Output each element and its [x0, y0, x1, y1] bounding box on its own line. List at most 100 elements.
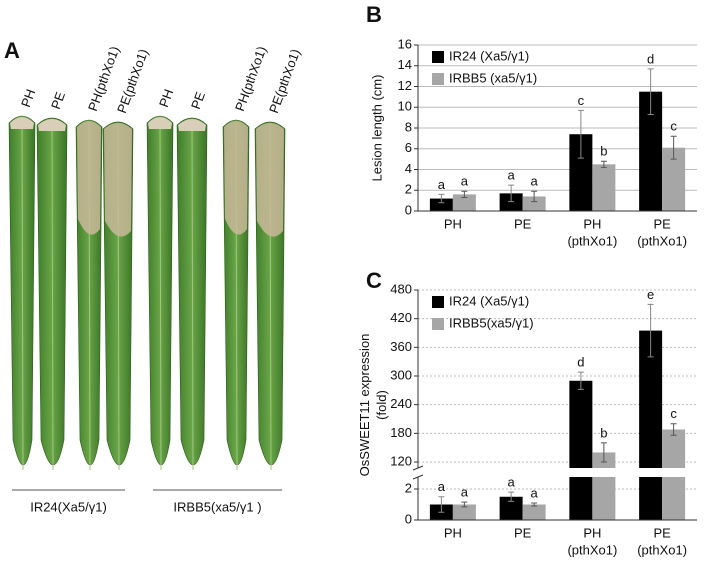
error-bar [508, 184, 515, 203]
leaf-label: PH [156, 87, 176, 109]
bar [592, 164, 616, 211]
tip [178, 119, 206, 131]
error-bar [531, 502, 538, 507]
leaf-photo [8, 115, 286, 471]
y-tick-label: 14 [398, 57, 412, 72]
significance-letter: d [577, 355, 584, 370]
bar [429, 198, 453, 211]
leaf-label: PE(pthXo1) [266, 47, 303, 115]
legend-label: IRBB5(xa5/γ1) [449, 315, 534, 330]
tip [10, 117, 34, 129]
error-bar [577, 371, 584, 390]
y-axis-label: Lesion length (cm) [369, 75, 384, 182]
legend-swatch [432, 296, 444, 308]
panel-label: A [4, 38, 20, 63]
y-axis-label: (fold) [374, 390, 389, 420]
bar [639, 91, 663, 211]
significance-letter: b [600, 425, 607, 440]
panel-label: B [366, 2, 382, 27]
error-bar [508, 491, 515, 502]
leaf-label: PE [188, 89, 208, 111]
axis-break [412, 468, 699, 477]
error-bar [670, 135, 677, 160]
bar [522, 504, 546, 520]
lesion [77, 121, 101, 235]
y-axis-label: OsSWEET11 expression [357, 334, 372, 477]
bar [452, 504, 476, 520]
y-tick-label: 4 [405, 161, 412, 176]
y-tick-label: 420 [390, 310, 412, 325]
y-tick-label: 2 [405, 480, 412, 495]
significance-letter: d [647, 51, 654, 66]
break-mark [412, 465, 424, 471]
bar [522, 196, 546, 211]
error-bar [600, 442, 607, 463]
error-bar [600, 160, 607, 168]
leaf-label: PH(pthXo1) [232, 44, 269, 113]
x-tick-label: (pthXo1) [637, 542, 687, 557]
significance-letter: a [461, 174, 469, 189]
significance-letter: c [578, 93, 585, 108]
x-tick-label: PE [653, 216, 671, 231]
legend-label: IRBB5 (xa5/γ1) [449, 70, 537, 85]
y-tick-label: 0 [405, 511, 412, 526]
legend-swatch [432, 73, 444, 85]
panel-label: C [366, 268, 382, 293]
y-tick-label: 300 [390, 367, 412, 382]
leaf-vein [21, 119, 24, 471]
x-tick-label: PH [583, 525, 601, 540]
significance-letter: b [600, 144, 607, 159]
significance-letter: a [438, 177, 446, 192]
significance-letter: a [438, 479, 446, 494]
significance-letter: c [670, 119, 677, 134]
significance-letter: a [531, 174, 539, 189]
y-tick-label: 0 [405, 202, 412, 217]
y-tick-label: 10 [398, 99, 412, 114]
bar [662, 147, 686, 211]
tip [148, 117, 172, 129]
group-label: IRBB5(xa5/γ1 ) [173, 499, 261, 514]
leaf-vein [191, 121, 194, 471]
y-tick-label: 6 [405, 140, 412, 155]
x-tick-label: PH [444, 525, 462, 540]
bar [499, 193, 523, 211]
y-tick-label: 360 [390, 339, 412, 354]
bar [499, 496, 523, 520]
leaf-vein [51, 121, 54, 471]
x-tick-label: PE [514, 525, 532, 540]
error-bar [438, 496, 445, 513]
error-bar [461, 190, 468, 199]
error-bar [461, 501, 468, 508]
y-tick-label: 2 [405, 182, 412, 197]
y-tick-label: 240 [390, 396, 412, 411]
error-bar [670, 423, 677, 436]
legend-label: IR24 (Xa5/γ1) [449, 293, 529, 308]
x-tick-label: PH [444, 216, 462, 231]
legend-label: IR24 (Xa5/γ1) [449, 48, 529, 63]
x-tick-label: (pthXo1) [567, 542, 617, 557]
significance-letter: a [461, 485, 469, 500]
y-tick-label: 12 [398, 78, 412, 93]
break-mark [412, 474, 424, 480]
bar [452, 194, 476, 211]
bar [569, 134, 593, 211]
y-tick-label: 8 [405, 119, 412, 134]
x-tick-label: PE [514, 216, 532, 231]
lesion [224, 121, 248, 235]
x-tick-label: PH [583, 216, 601, 231]
y-tick-label: 16 [398, 36, 412, 51]
significance-letter: c [670, 406, 677, 421]
significance-letter: a [531, 485, 539, 500]
tip [38, 119, 66, 131]
error-bar [647, 68, 654, 116]
bar [639, 330, 663, 520]
significance-letter: a [508, 475, 516, 490]
legend-swatch [432, 51, 444, 63]
error-bar [647, 303, 654, 358]
x-tick-label: (pthXo1) [637, 233, 687, 248]
leaf-label: PE [48, 89, 68, 111]
bar [569, 380, 593, 520]
bar [592, 452, 616, 520]
lesion [104, 123, 132, 237]
